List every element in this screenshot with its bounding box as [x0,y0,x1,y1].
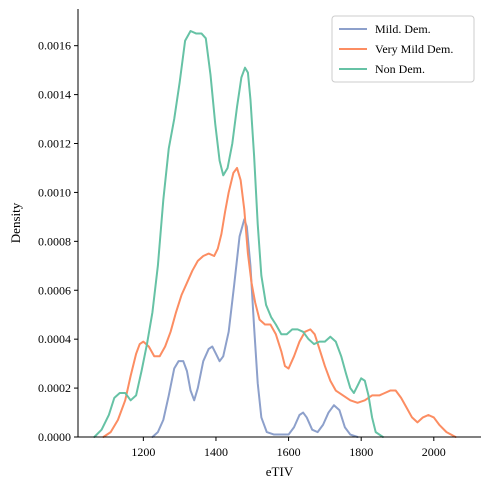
y-tick-label: 0.0002 [38,381,71,395]
legend-label-1: Mild. Dem. [375,22,431,36]
y-tick-label: 0.0010 [38,185,71,199]
x-axis-ticks: 1200 1400 1600 1800 2000 [131,437,446,459]
y-axis-title: Density [8,202,23,243]
y-axis-ticks: 0.0000 0.0002 0.0004 0.0006 0.0008 0.0010 0.00… [38,39,78,444]
legend-label-2: Very Mild Dem. [375,42,453,56]
y-tick-label: 0.0014 [38,88,71,102]
legend-label-3: Non Dem. [375,62,425,76]
y-tick-label: 0.0006 [38,283,71,297]
series-line-3 [93,30,384,438]
y-tick-label: 0.0004 [38,332,71,346]
y-tick-label: 0.0012 [38,137,71,151]
x-tick-label: 1600 [277,445,301,459]
x-axis-title: eTIV [266,464,294,479]
x-tick-label: 1400 [204,445,228,459]
y-tick-label: 0.0016 [38,39,71,53]
y-tick-label: 0.0008 [38,234,71,248]
legend-frame [331,15,475,83]
x-tick-label: 2000 [422,445,446,459]
series-line-2 [102,166,457,438]
series-line-1 [151,218,359,438]
x-tick-label: 1200 [131,445,155,459]
legend: Mild. Dem. Very Mild Dem. Non Dem. [331,15,475,83]
y-tick-label: 0.0000 [38,430,71,444]
x-tick-label: 1800 [349,445,373,459]
plot-area [93,30,457,438]
